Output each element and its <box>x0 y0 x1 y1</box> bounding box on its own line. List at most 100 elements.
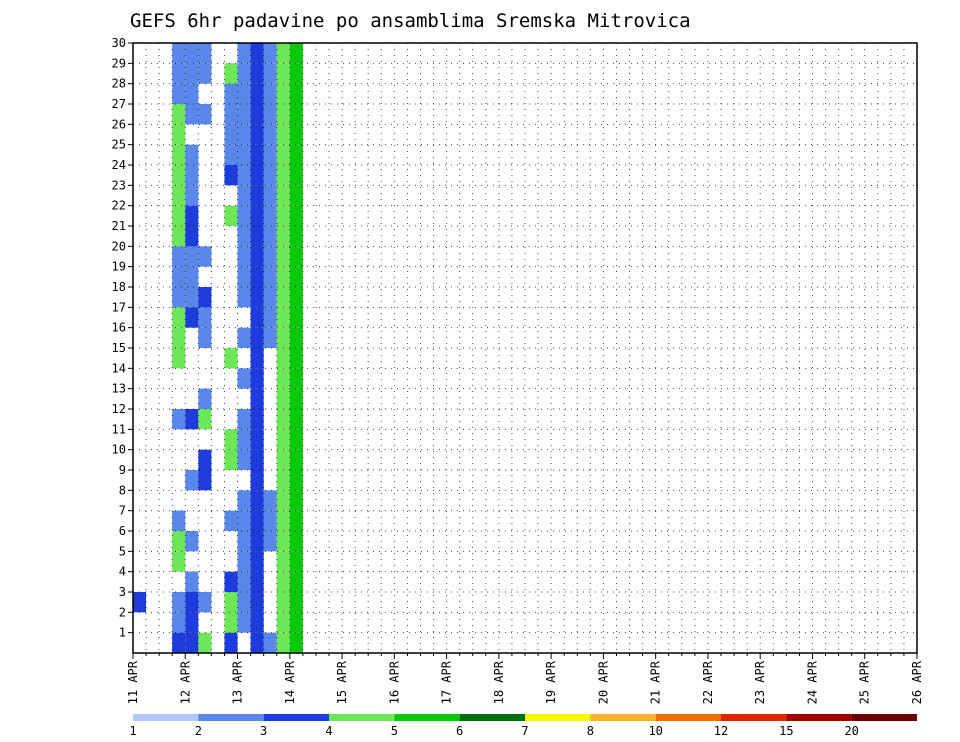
heatmap-cell <box>224 449 238 470</box>
heatmap-cell <box>172 592 186 613</box>
heatmap-cell <box>133 592 147 613</box>
y-tick-label: 25 <box>112 138 126 152</box>
legend-swatch <box>721 714 787 721</box>
heatmap-cell <box>250 104 264 125</box>
heatmap-cell <box>276 348 290 369</box>
heatmap-cell <box>185 470 199 491</box>
heatmap-cell <box>224 144 238 165</box>
heatmap-cell <box>289 571 303 592</box>
heatmap-cell <box>276 205 290 226</box>
heatmap-cell <box>185 409 199 430</box>
heatmap-cell <box>172 551 186 572</box>
heatmap-cell <box>250 470 264 491</box>
heatmap-cell <box>276 104 290 125</box>
heatmap-cell <box>198 63 212 84</box>
heatmap-cell <box>276 266 290 287</box>
heatmap-cell <box>250 327 264 348</box>
heatmap-cell <box>237 63 251 84</box>
heatmap-cell <box>250 307 264 328</box>
heatmap-cell <box>172 246 186 267</box>
y-tick-label: 5 <box>119 544 126 558</box>
heatmap-cell <box>289 510 303 531</box>
heatmap-cell <box>276 632 290 653</box>
heatmap-cell <box>250 43 264 64</box>
heatmap-cell <box>263 531 277 552</box>
legend-swatch <box>786 714 852 721</box>
legend-label: 12 <box>714 724 728 738</box>
legend-label: 5 <box>391 724 398 738</box>
heatmap-cell <box>289 287 303 308</box>
heatmap-cell <box>250 124 264 145</box>
x-tick-label: 19 APR <box>544 660 558 704</box>
heatmap-cell <box>250 388 264 409</box>
heatmap-cell <box>250 490 264 511</box>
y-tick-label: 28 <box>112 77 126 91</box>
heatmap-cell <box>263 144 277 165</box>
heatmap-cell <box>224 510 238 531</box>
heatmap-cell <box>276 429 290 450</box>
heatmap-cell <box>263 205 277 226</box>
heatmap-cell <box>172 124 186 145</box>
heatmap-cell <box>237 612 251 633</box>
heatmap-cell <box>289 246 303 267</box>
heatmap-cell <box>289 185 303 206</box>
heatmap-cell <box>237 551 251 572</box>
heatmap-cell <box>198 307 212 328</box>
heatmap-cell <box>172 409 186 430</box>
heatmap-cell <box>250 185 264 206</box>
x-tick-label: 20 APR <box>596 660 610 704</box>
y-tick-label: 14 <box>112 361 126 375</box>
heatmap-cell <box>289 429 303 450</box>
legend-swatch <box>525 714 591 721</box>
heatmap-cell <box>185 307 199 328</box>
heatmap-cell <box>250 510 264 531</box>
heatmap-cell <box>276 592 290 613</box>
heatmap-cell <box>185 63 199 84</box>
y-tick-label: 15 <box>112 341 126 355</box>
heatmap-cell <box>224 612 238 633</box>
legend-swatch <box>198 714 264 721</box>
heatmap-cell <box>276 409 290 430</box>
heatmap-cell <box>250 449 264 470</box>
heatmap-cell <box>263 43 277 64</box>
heatmap-cell <box>185 185 199 206</box>
y-tick-label: 29 <box>112 56 126 70</box>
heatmap-cell <box>263 185 277 206</box>
heatmap-cell <box>276 246 290 267</box>
heatmap-cell <box>237 592 251 613</box>
heatmap-cell <box>276 287 290 308</box>
heatmap-cell <box>237 531 251 552</box>
heatmap-cell <box>250 409 264 430</box>
heatmap-cell <box>250 531 264 552</box>
heatmap-cell <box>237 104 251 125</box>
heatmap-cell <box>224 63 238 84</box>
heatmap-cell <box>289 388 303 409</box>
y-tick-label: 13 <box>112 382 126 396</box>
x-tick-label: 21 APR <box>649 660 663 704</box>
x-tick-label: 18 APR <box>492 660 506 704</box>
heatmap-cell <box>289 348 303 369</box>
heatmap-cell <box>276 531 290 552</box>
heatmap-cell <box>185 43 199 64</box>
heatmap-cell <box>263 287 277 308</box>
heatmap-cell <box>237 327 251 348</box>
heatmap-cell <box>237 226 251 247</box>
heatmap-cell <box>250 612 264 633</box>
heatmap-cell <box>263 266 277 287</box>
heatmap-cell <box>276 388 290 409</box>
heatmap-cell <box>237 124 251 145</box>
heatmap-cell <box>237 368 251 389</box>
heatmap-cell <box>172 83 186 104</box>
heatmap-cell <box>224 104 238 125</box>
heatmap-cell <box>289 490 303 511</box>
heatmap-cell <box>172 612 186 633</box>
y-tick-label: 3 <box>119 585 126 599</box>
heatmap-cell <box>172 510 186 531</box>
heatmap-cell <box>172 287 186 308</box>
heatmap-cell <box>276 185 290 206</box>
heatmap-cell <box>198 388 212 409</box>
y-tick-label: 23 <box>112 178 126 192</box>
y-tick-label: 30 <box>112 36 126 50</box>
heatmap-cell <box>250 429 264 450</box>
heatmap-cell <box>250 144 264 165</box>
